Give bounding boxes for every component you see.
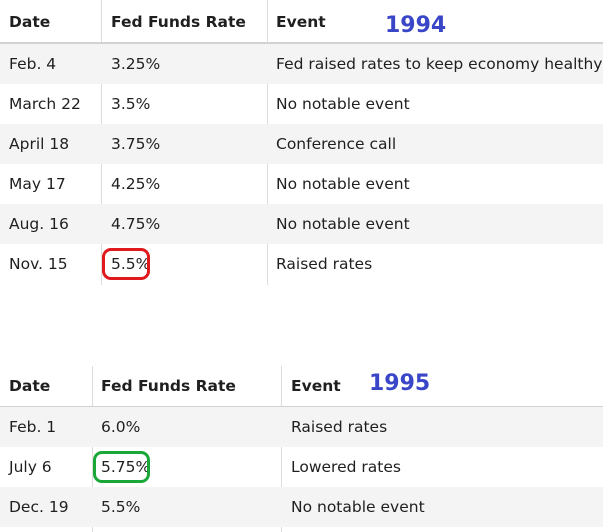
rates-table-1995: Date Fed Funds Rate Event 1995 Feb. 1 6.… [0, 366, 603, 532]
cell-event: Raised rates [276, 255, 373, 273]
cell-rate: 5.5% [101, 498, 141, 516]
cell-date: Nov. 15 [9, 255, 68, 273]
column-divider [92, 366, 93, 532]
table-row: March 22 3.5% No notable event [0, 84, 603, 124]
cell-event: Fed raised rates to keep economy healthy [276, 55, 603, 73]
cell-event: No notable event [276, 95, 410, 113]
cell-rate: 4.25% [111, 175, 161, 193]
column-divider [281, 366, 282, 532]
cell-event: No notable event [276, 215, 410, 233]
year-label-1995: 1995 [369, 371, 431, 396]
cell-rate: 6.0% [101, 418, 141, 436]
highlight-circle-red [102, 248, 150, 280]
cell-rate: 4.75% [111, 215, 161, 233]
cell-event: No notable event [276, 175, 410, 193]
year-label-1994: 1994 [385, 13, 447, 38]
cell-event: Lowered rates [291, 458, 401, 476]
cell-rate: 3.75% [111, 135, 161, 153]
header-event: Event [291, 377, 341, 395]
table-row: April 18 3.75% Conference call [0, 124, 603, 164]
table-row: Dec. 19 5.5% No notable event [0, 487, 603, 527]
table-row: Nov. 15 5.5% Raised rates [0, 244, 603, 284]
cell-date: April 18 [9, 135, 70, 153]
header-fed-funds-rate: Fed Funds Rate [111, 13, 246, 31]
rates-table-1994: Date Fed Funds Rate Event 1994 Feb. 4 3.… [0, 0, 603, 285]
header-date: Date [9, 13, 51, 31]
table-row: July 6 5.75% Lowered rates [0, 447, 603, 487]
header-fed-funds-rate: Fed Funds Rate [101, 377, 236, 395]
cell-date: July 6 [9, 458, 52, 476]
cell-date: Feb. 1 [9, 418, 57, 436]
cell-rate: 3.25% [111, 55, 161, 73]
table-row: Feb. 4 3.25% Fed raised rates to keep ec… [0, 44, 603, 84]
cell-rate: 3.5% [111, 95, 151, 113]
table-row: Aug. 16 4.75% No notable event [0, 204, 603, 244]
cell-date: Aug. 16 [9, 215, 69, 233]
table-row: May 17 4.25% No notable event [0, 164, 603, 204]
cell-rate: 5.5% [111, 255, 151, 273]
cell-rate: 5.75% [101, 458, 151, 476]
header-event: Event [276, 13, 326, 31]
cell-event: Conference call [276, 135, 397, 153]
cell-date: March 22 [9, 95, 81, 113]
cell-date: May 17 [9, 175, 66, 193]
table-header-row: Date Fed Funds Rate Event [0, 2, 603, 44]
cell-event: No notable event [291, 498, 425, 516]
cell-date: Feb. 4 [9, 55, 57, 73]
table-header-row: Date Fed Funds Rate Event [0, 366, 603, 408]
highlight-circle-green [93, 451, 150, 483]
header-date: Date [9, 377, 51, 395]
cell-date: Dec. 19 [9, 498, 69, 516]
table-row: Feb. 1 6.0% Raised rates [0, 407, 603, 447]
cell-event: Raised rates [291, 418, 388, 436]
